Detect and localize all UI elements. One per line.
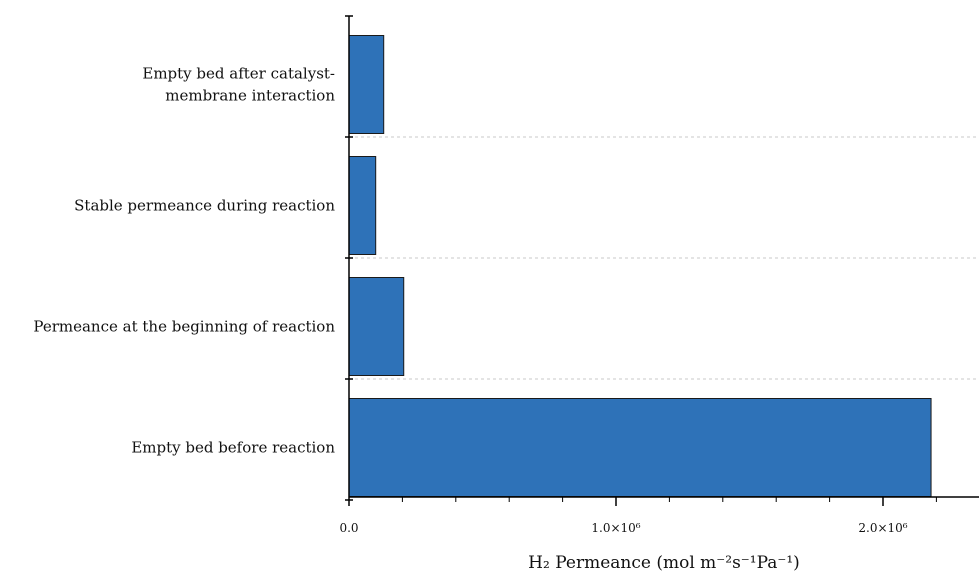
category-labels: Empty bed after catalyst-membrane intera… xyxy=(33,65,335,457)
grid-lines xyxy=(349,136,979,380)
bar xyxy=(348,156,377,255)
x-tick-labels: 0.0 1.0×10⁶ 2.0×10⁶ xyxy=(339,521,907,535)
category-label-line: Empty bed before reaction xyxy=(131,439,335,457)
category-label-line: Stable permeance during reaction xyxy=(74,197,335,215)
category-label: Empty bed after catalyst-membrane intera… xyxy=(142,65,335,105)
bar xyxy=(348,398,932,497)
x-axis-title: H₂ Permeance (mol m⁻²s⁻¹Pa⁻¹) xyxy=(528,553,800,573)
category-label: Permeance at the beginning of reaction xyxy=(33,318,335,336)
bars xyxy=(348,35,932,497)
bar xyxy=(348,277,405,376)
category-label-line: membrane interaction xyxy=(165,87,335,105)
category-label-line: Permeance at the beginning of reaction xyxy=(33,318,335,336)
category-label: Empty bed before reaction xyxy=(131,439,335,457)
category-label: Stable permeance during reaction xyxy=(74,197,335,215)
x-tick-label: 2.0×10⁶ xyxy=(858,521,907,535)
category-label-line: Empty bed after catalyst- xyxy=(142,65,335,83)
x-tick-label: 0.0 xyxy=(339,521,358,535)
axes xyxy=(345,15,979,506)
bar xyxy=(348,35,385,134)
x-tick-label: 1.0×10⁶ xyxy=(591,521,640,535)
